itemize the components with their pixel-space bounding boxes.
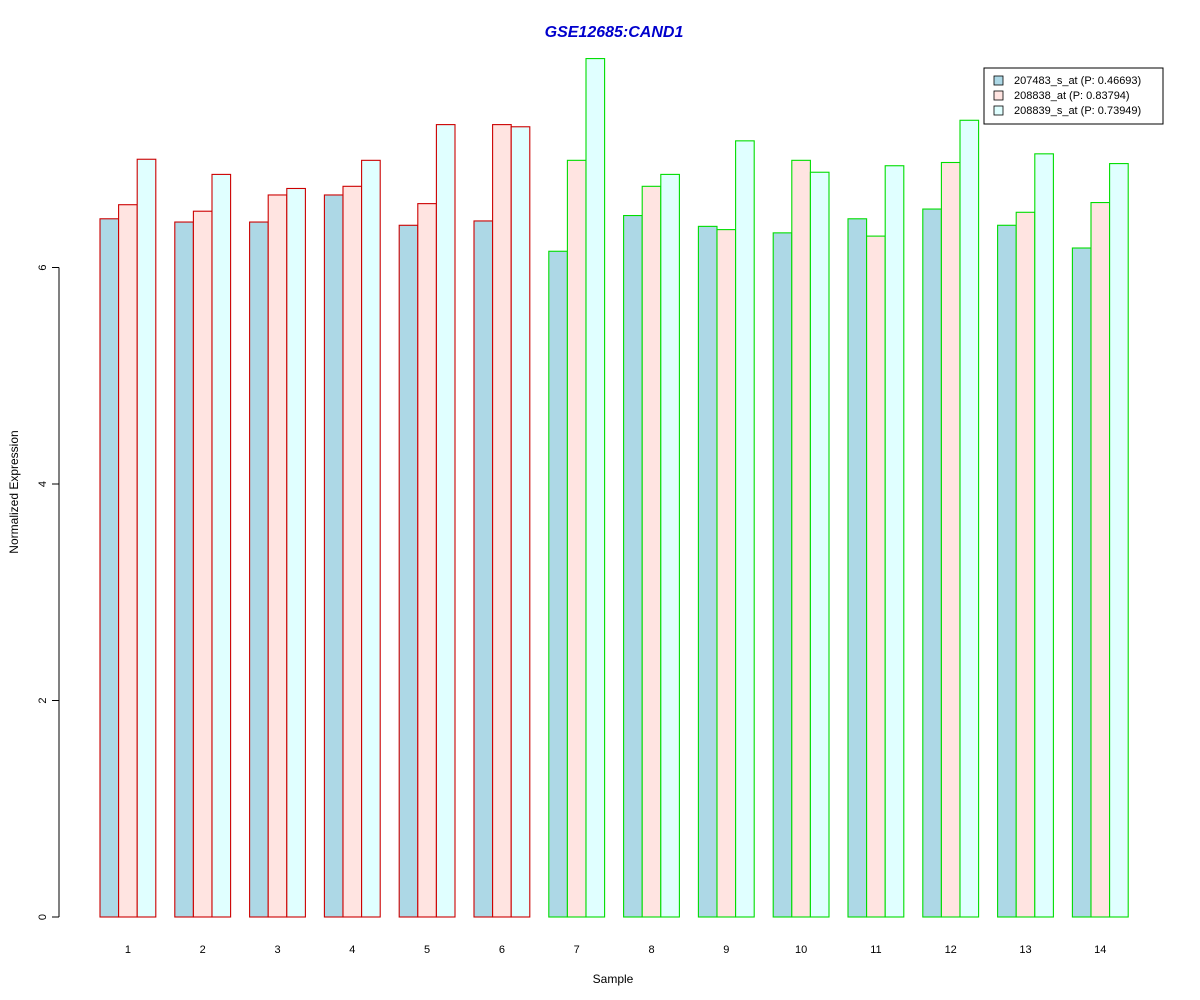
bar <box>847 218 868 918</box>
x-tick-label: 1 <box>125 944 131 956</box>
bar <box>884 165 905 918</box>
legend: 207483_s_at (P: 0.46693) 208838_at (P: 0.… <box>983 67 1164 125</box>
legend-entry-label: 207483_s_at (P: 0.46693) <box>1014 75 1141 87</box>
bar <box>716 229 737 918</box>
x-tick-label: 13 <box>1019 944 1031 956</box>
bars-group <box>99 58 1129 918</box>
bar <box>211 173 232 918</box>
y-axis-label: Normalized Expression <box>7 430 21 553</box>
x-tick-labels: 1 2 3 4 5 6 7 8 9 10 11 12 13 14 <box>125 944 1107 956</box>
bar <box>361 159 381 918</box>
bar <box>323 194 344 918</box>
bar <box>342 185 363 918</box>
bar <box>510 126 531 918</box>
bar <box>585 58 606 918</box>
y-tick-label: 4 <box>37 481 49 487</box>
x-tick-label: 6 <box>499 944 505 956</box>
y-axis: 0 2 4 6 <box>37 264 60 920</box>
legend-swatch <box>993 90 1004 101</box>
bar <box>249 221 269 918</box>
y-tick-label: 6 <box>37 264 49 270</box>
x-tick-label: 4 <box>349 944 355 956</box>
bar <box>735 140 755 918</box>
x-tick-label: 2 <box>200 944 206 956</box>
bar <box>997 224 1017 918</box>
legend-entry-label: 208838_at (P: 0.83794) <box>1014 90 1130 102</box>
chart-title: GSE12685:CAND1 <box>545 24 684 41</box>
bar <box>136 158 157 918</box>
x-tick-label: 10 <box>795 944 807 956</box>
bar <box>192 210 213 918</box>
bar <box>267 194 288 918</box>
bar <box>940 161 961 918</box>
bar <box>697 225 718 918</box>
bar <box>809 171 830 918</box>
bar <box>1090 202 1111 918</box>
x-tick-label: 9 <box>723 944 729 956</box>
x-tick-label: 8 <box>648 944 654 956</box>
x-tick-label: 14 <box>1094 944 1106 956</box>
bar <box>660 173 680 918</box>
bar <box>492 124 512 918</box>
bar <box>791 159 811 918</box>
legend-swatch <box>993 75 1004 86</box>
x-tick-label: 11 <box>870 944 881 956</box>
bar <box>1071 247 1092 918</box>
bar <box>922 208 942 918</box>
y-tick-label: 2 <box>37 697 49 703</box>
bar <box>286 187 306 918</box>
bar <box>99 218 120 918</box>
bar <box>1034 153 1054 918</box>
bar <box>866 235 886 918</box>
bar <box>417 203 437 918</box>
x-tick-label: 12 <box>945 944 957 956</box>
legend-entry-label: 208839_s_at (P: 0.73949) <box>1014 105 1141 117</box>
bar <box>959 119 980 918</box>
bar <box>623 214 643 918</box>
legend-swatch <box>993 105 1004 116</box>
bar <box>435 124 456 918</box>
x-tick-label: 5 <box>424 944 430 956</box>
bar <box>1015 211 1036 918</box>
x-axis-label: Sample <box>593 972 634 986</box>
x-tick-label: 7 <box>574 944 580 956</box>
bar <box>473 220 494 918</box>
y-tick-label: 0 <box>37 914 49 920</box>
legend-box <box>983 67 1164 125</box>
bar <box>548 250 568 918</box>
bar <box>641 185 662 918</box>
bar <box>118 204 138 918</box>
bar <box>1109 163 1129 918</box>
bar <box>398 224 419 918</box>
bar <box>174 221 194 918</box>
bar <box>566 159 587 918</box>
bar <box>772 232 793 918</box>
x-tick-label: 3 <box>274 944 280 956</box>
